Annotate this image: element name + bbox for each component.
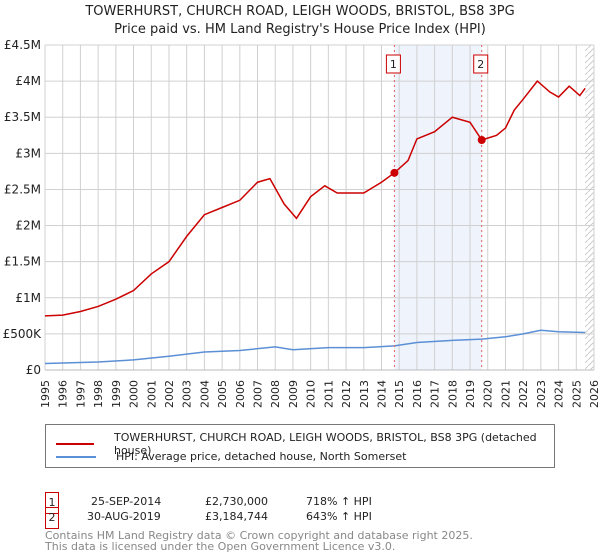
x-tick-label: 2013 bbox=[358, 380, 371, 408]
sale-point bbox=[477, 135, 486, 144]
y-tick-label: £4.5M bbox=[4, 38, 41, 52]
x-tick-label: 2019 bbox=[464, 380, 477, 408]
x-tick-label: 2016 bbox=[411, 380, 424, 408]
x-tick-label: 1998 bbox=[92, 380, 105, 408]
x-tick-label: 2012 bbox=[340, 380, 353, 408]
x-tick-label: 2023 bbox=[535, 380, 548, 408]
x-tick-label: 2020 bbox=[482, 380, 495, 408]
marker-badge: 2 bbox=[45, 507, 59, 529]
x-tick-label: 2007 bbox=[252, 380, 265, 408]
legend-swatch-hpi bbox=[56, 455, 96, 458]
x-tick-label: 2018 bbox=[446, 380, 459, 408]
transaction-price: £3,184,744 bbox=[205, 510, 268, 523]
y-tick-label: £1.5M bbox=[4, 255, 41, 269]
sale-marker-label: 1 bbox=[390, 58, 397, 71]
x-tick-label: 2014 bbox=[375, 380, 388, 408]
x-tick-label: 2026 bbox=[588, 380, 600, 408]
x-tick-label: 1997 bbox=[74, 380, 87, 408]
y-tick-label: £4M bbox=[15, 74, 41, 88]
x-tick-label: 2022 bbox=[517, 380, 530, 408]
y-tick-label: £1M bbox=[15, 291, 41, 305]
transaction-date: 25-SEP-2014 bbox=[91, 495, 162, 508]
transaction-hpi: 643% ↑ HPI bbox=[306, 510, 372, 523]
legend: TOWERHURST, CHURCH ROAD, LEIGH WOODS, BR… bbox=[45, 424, 555, 468]
x-tick-label: 2017 bbox=[429, 380, 442, 408]
transaction-hpi: 718% ↑ HPI bbox=[306, 495, 372, 508]
x-tick-label: 2021 bbox=[499, 380, 512, 408]
x-tick-label: 2024 bbox=[553, 380, 566, 408]
sale-point bbox=[390, 168, 399, 177]
x-tick-label: 2011 bbox=[322, 380, 335, 408]
y-tick-label: £3M bbox=[15, 146, 41, 160]
sale-marker-label: 2 bbox=[477, 58, 484, 71]
x-tick-label: 2000 bbox=[128, 380, 141, 408]
sale-period-shading bbox=[394, 45, 482, 370]
x-tick-label: 2015 bbox=[393, 380, 406, 408]
marker-badge: 1 bbox=[45, 492, 59, 514]
legend-property: TOWERHURST, CHURCH ROAD, LEIGH WOODS, BR… bbox=[113, 431, 537, 457]
x-tick-label: 2025 bbox=[570, 380, 583, 408]
x-tick-label: 2009 bbox=[287, 380, 300, 408]
y-tick-label: £3.5M bbox=[4, 110, 41, 124]
sale-marker-box bbox=[473, 54, 489, 74]
series-line-property bbox=[44, 80, 586, 317]
x-tick-label: 2001 bbox=[145, 380, 158, 408]
x-tick-label: 2005 bbox=[216, 380, 229, 408]
x-tick-label: 1999 bbox=[110, 380, 123, 408]
chart-subtitle: Price paid vs. HM Land Registry's House … bbox=[114, 22, 486, 37]
x-tick-label: 2008 bbox=[269, 380, 282, 408]
sale-marker-box bbox=[385, 54, 401, 74]
legend-swatch-property bbox=[56, 443, 94, 445]
legend-hpi: HPI: Average price, detached house, Nort… bbox=[116, 450, 407, 463]
y-tick-label: £500K bbox=[3, 327, 43, 341]
x-tick-label: 2006 bbox=[234, 380, 247, 408]
transaction-price: £2,730,000 bbox=[205, 495, 268, 508]
footer-line: This data is licensed under the Open Gov… bbox=[45, 540, 396, 553]
y-tick-label: £2M bbox=[15, 219, 41, 233]
forecast-hatch bbox=[585, 45, 594, 370]
y-tick-label: £2.5M bbox=[4, 182, 41, 196]
price-chart: 1995 1996 1997 1998 1999 2000 2001 2002 2003 2004… bbox=[3, 38, 600, 408]
x-tick-label: 1996 bbox=[57, 380, 70, 408]
series-line-hpi bbox=[44, 329, 586, 365]
x-tick-label: 2003 bbox=[181, 380, 194, 408]
x-tick-label: 2010 bbox=[305, 380, 318, 408]
x-tick-label: 2002 bbox=[163, 380, 176, 408]
x-tick-label: 2004 bbox=[198, 380, 211, 408]
footer: Contains HM Land Registry data © Crown c… bbox=[45, 530, 473, 552]
chart-title: TOWERHURST, CHURCH ROAD, LEIGH WOODS, BR… bbox=[85, 4, 515, 19]
footer-line: Contains HM Land Registry data © Crown c… bbox=[45, 529, 473, 542]
transaction-date: 30-AUG-2019 bbox=[87, 510, 161, 523]
x-tick-label: 1995 bbox=[39, 380, 52, 408]
y-tick-label: £0 bbox=[26, 363, 41, 377]
